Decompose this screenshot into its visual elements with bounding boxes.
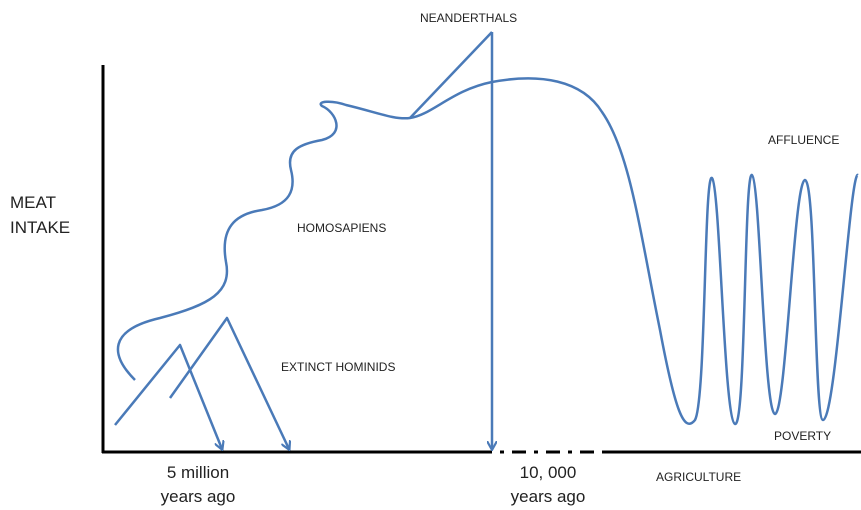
- x-label: 10, 000: [520, 463, 577, 482]
- meat-intake-curve: [116, 77, 860, 426]
- neanderthal-branch: [409, 31, 493, 119]
- y-label: MEAT: [10, 193, 56, 212]
- hominid-arrow: [168, 316, 289, 449]
- label: HOMOSAPIENS: [297, 221, 386, 235]
- label: EXTINCT HOMINIDS: [281, 360, 395, 374]
- label: AGRICULTURE: [656, 470, 741, 484]
- label: AFFLUENCE: [768, 133, 839, 147]
- x-label: years ago: [161, 487, 236, 506]
- hominid-arrow: [114, 343, 222, 449]
- label: POVERTY: [774, 429, 831, 443]
- y-label: INTAKE: [10, 218, 70, 237]
- x-label: 5 million: [167, 463, 229, 482]
- label: NEANDERTHALS: [420, 11, 517, 25]
- x-label: years ago: [511, 487, 586, 506]
